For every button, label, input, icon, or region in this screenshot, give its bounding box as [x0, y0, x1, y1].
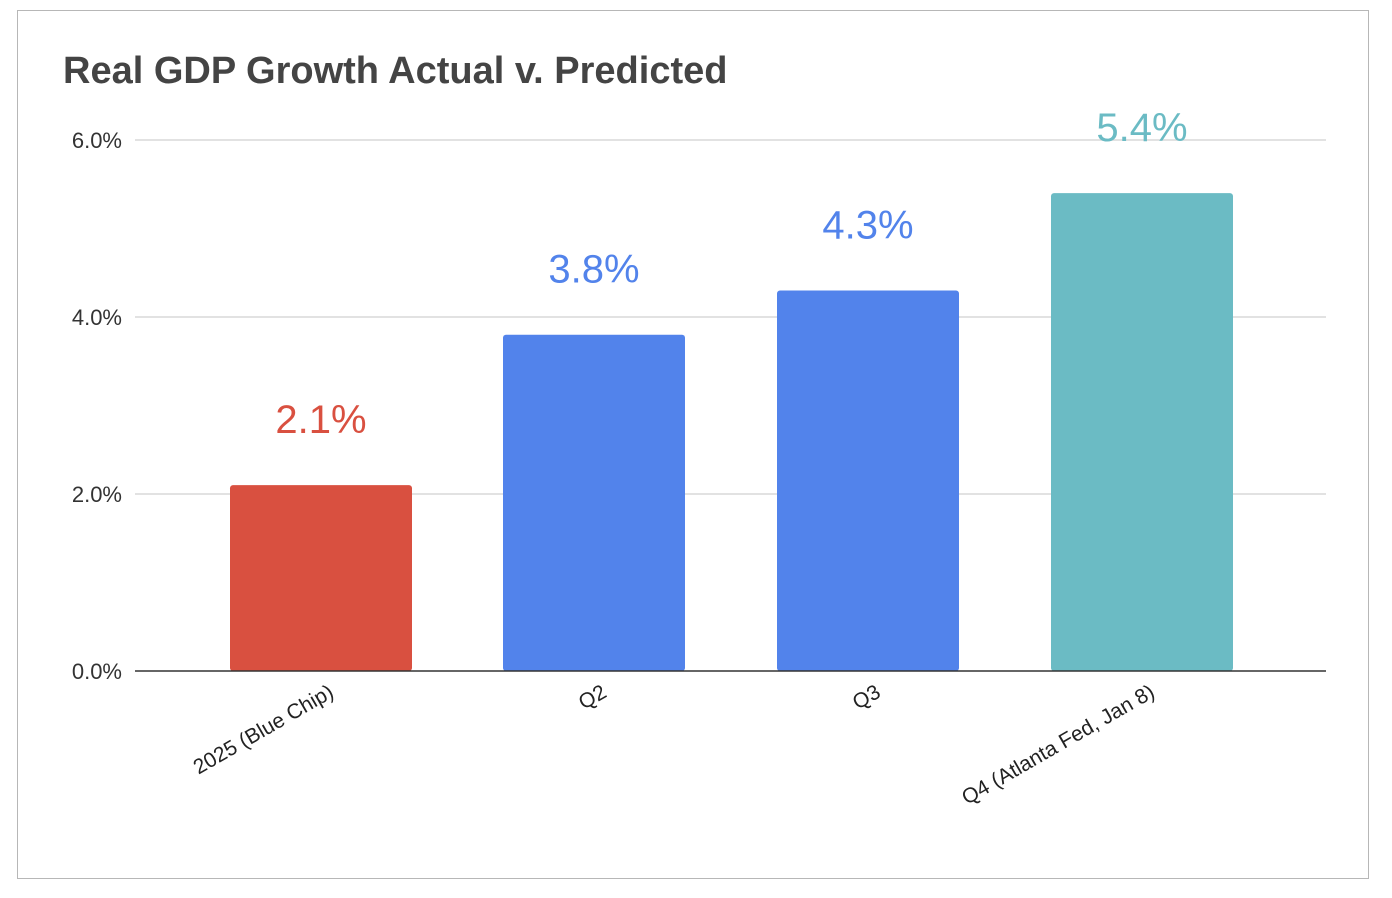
chart-title: Real GDP Growth Actual v. Predicted	[63, 50, 728, 92]
data-labels: 2.1% 3.8% 4.3% 5.4%	[275, 106, 1187, 442]
y-axis-ticks: 0.0% 2.0% 4.0% 6.0%	[72, 128, 122, 684]
category-label: Q2	[575, 680, 611, 714]
bar	[777, 290, 959, 671]
bar	[503, 334, 685, 671]
data-label: 3.8%	[548, 248, 639, 292]
bar	[1051, 193, 1233, 671]
bar	[230, 485, 412, 671]
category-label: Q4 (Atlanta Fed, Jan 8)	[958, 680, 1159, 809]
category-label: Q3	[849, 680, 885, 714]
y-tick-label: 0.0%	[72, 659, 122, 684]
data-label: 5.4%	[1096, 106, 1187, 150]
bars	[230, 193, 1233, 671]
x-axis-categories: 2025 (Blue Chip) Q2 Q3 Q4 (Atlanta Fed, Jan…	[190, 680, 1159, 809]
y-tick-label: 4.0%	[72, 305, 122, 330]
category-label: 2025 (Blue Chip)	[190, 680, 338, 779]
data-label: 4.3%	[822, 203, 913, 247]
y-tick-label: 6.0%	[72, 128, 122, 153]
y-tick-label: 2.0%	[72, 482, 122, 507]
data-label: 2.1%	[275, 398, 366, 442]
